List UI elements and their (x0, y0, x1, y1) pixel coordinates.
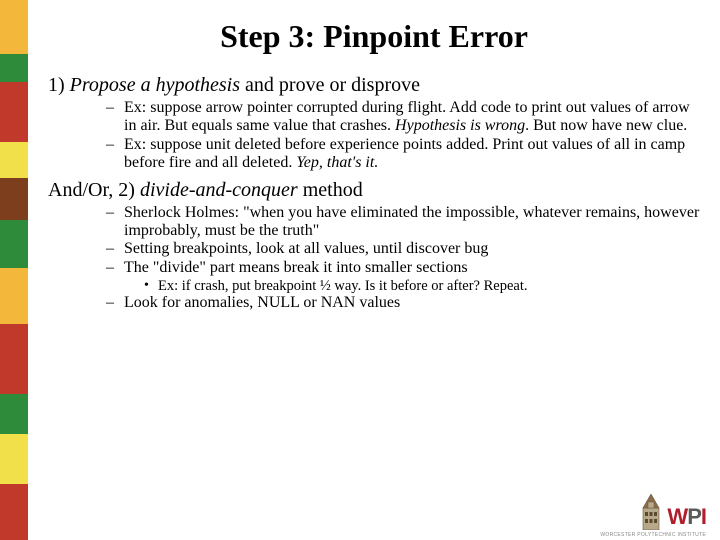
point-2-sublist: Sherlock Holmes: "when you have eliminat… (106, 204, 700, 313)
stripe-segment (0, 434, 28, 484)
stripe-segment (0, 54, 28, 82)
stripe-segment (0, 0, 28, 54)
sub-item-1a: Ex: suppose arrow pointer corrupted duri… (106, 99, 700, 135)
sub-item-2d: Look for anomalies, NULL or NAN values (106, 294, 700, 312)
logo-letter-i: I (701, 504, 706, 529)
point-1-sublist: Ex: suppose arrow pointer corrupted duri… (106, 99, 700, 172)
wpi-logo-text: WPI (667, 504, 706, 530)
decorative-stripe-bar (0, 0, 28, 540)
logo-letter-w: W (667, 504, 687, 529)
point-1-prefix: 1) (48, 74, 70, 96)
sub-2b-text: Setting breakpoints, look at all values,… (124, 240, 488, 257)
stripe-segment (0, 394, 28, 434)
sub-2d-text: Look for anomalies, NULL or NAN values (124, 294, 400, 311)
slide-title: Step 3: Pinpoint Error (48, 18, 700, 55)
sub-2c1-text: Ex: if crash, put breakpoint ½ way. Is i… (158, 278, 527, 294)
point-1-emphasis: Propose a hypothesis (70, 74, 240, 96)
stripe-segment (0, 220, 28, 268)
sub-sub-item-2c1: Ex: if crash, put breakpoint ½ way. Is i… (144, 278, 700, 294)
wpi-logo: WPI (637, 494, 706, 530)
stripe-segment (0, 178, 28, 220)
sub-1b-emphasis: Yep, that's it. (296, 154, 378, 171)
sub-item-1b: Ex: suppose unit deleted before experien… (106, 136, 700, 172)
sub-item-2c: The "divide" part means break it into sm… (106, 259, 700, 277)
sub-2c-sublist: Ex: if crash, put breakpoint ½ way. Is i… (144, 278, 700, 294)
sub-1a-emphasis: Hypothesis is wrong (395, 117, 525, 134)
sub-1b-text: Ex: suppose unit deleted before experien… (124, 136, 685, 171)
logo-letter-p: P (687, 504, 701, 529)
point-1-suffix: and prove or disprove (240, 74, 420, 96)
point-1: 1) Propose a hypothesis and prove or dis… (48, 73, 700, 97)
sub-2a-text: Sherlock Holmes: "when you have eliminat… (124, 204, 699, 239)
point-2: And/Or, 2) divide-and-conquer method (48, 178, 700, 202)
sub-2c-text: The "divide" part means break it into sm… (124, 259, 468, 276)
point-2-emphasis: divide-and-conquer (140, 179, 298, 201)
wpi-tower-icon (637, 494, 665, 530)
point-2-prefix: And/Or, 2) (48, 179, 140, 201)
stripe-segment (0, 142, 28, 178)
wpi-logo-subtitle: WORCESTER POLYTECHNIC INSTITUTE (600, 532, 706, 538)
point-2-suffix: method (298, 179, 363, 201)
slide-content: Step 3: Pinpoint Error 1) Propose a hypo… (48, 18, 700, 318)
sub-1a-suffix: . But now have new clue. (525, 117, 687, 134)
sub-item-2a: Sherlock Holmes: "when you have eliminat… (106, 204, 700, 240)
stripe-segment (0, 82, 28, 142)
sub-item-2b: Setting breakpoints, look at all values,… (106, 240, 700, 258)
stripe-segment (0, 484, 28, 540)
stripe-segment (0, 324, 28, 394)
stripe-segment (0, 268, 28, 324)
